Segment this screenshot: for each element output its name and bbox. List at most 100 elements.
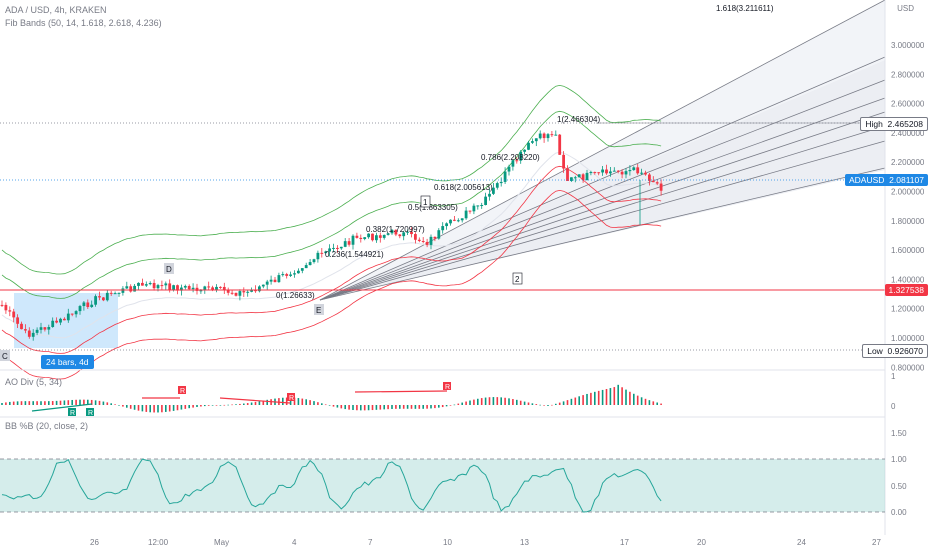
ao-axis[interactable]: 10 — [891, 372, 896, 411]
candle-body — [172, 285, 175, 291]
ao-bar — [387, 405, 389, 410]
ao-bar — [492, 397, 495, 405]
candle-body — [74, 311, 78, 315]
ao-bar — [465, 401, 467, 405]
candle-body — [402, 232, 406, 237]
candle-body — [351, 235, 355, 245]
ao-bar — [305, 399, 307, 405]
time-axis[interactable]: 26 12:00 May 4 7 10 13 17 20 24 27 — [90, 538, 881, 547]
bb-pane-label[interactable]: BB %B (20, close, 2) — [5, 421, 89, 431]
wave-label-1: 1 — [423, 198, 428, 207]
ao-bar — [582, 395, 584, 405]
candle-body — [437, 230, 441, 239]
candle-body — [601, 169, 604, 173]
symbol-title[interactable]: ADA / USD, 4h, KRAKEN — [5, 5, 107, 15]
chart-legend: ADA / USD, 4h, KRAKEN Fib Bands (50, 14,… — [5, 4, 162, 30]
candle-body — [343, 241, 347, 247]
ao-bar — [590, 392, 592, 405]
measure-box[interactable] — [14, 293, 118, 348]
ao-tick: 0 — [891, 402, 896, 411]
price-tick: 1.400000 — [891, 275, 925, 284]
ao-bar — [636, 395, 639, 405]
ao-pane-label[interactable]: AO Div (5, 34) — [5, 377, 63, 387]
ao-bar — [535, 404, 538, 405]
ao-bar — [51, 401, 54, 405]
ao-bar — [332, 405, 335, 407]
ao-bar — [660, 403, 662, 405]
candle-body — [464, 210, 468, 219]
candle-body — [90, 304, 94, 308]
ao-bar — [176, 405, 179, 411]
candle-body — [27, 330, 31, 337]
ao-bar — [488, 397, 491, 405]
ada-price-tag: ADAUSD 2.081107 — [845, 174, 928, 186]
candle-body — [445, 223, 448, 227]
candle-body — [581, 174, 585, 181]
candle-body — [371, 233, 374, 241]
candle-body — [222, 286, 226, 291]
candle-body — [624, 171, 628, 175]
candle-body — [246, 291, 250, 293]
price-tick: 1.800000 — [891, 217, 925, 226]
wave-label-2: 2 — [515, 275, 520, 284]
candle-body — [421, 240, 425, 242]
bb-percent-line — [1, 458, 662, 513]
wave-e-box — [314, 304, 324, 315]
candle-body — [125, 286, 129, 289]
price-tick: 2.000000 — [891, 188, 925, 197]
indicator-title[interactable]: Fib Bands (50, 14, 1.618, 2.618, 4.236) — [5, 18, 162, 28]
ao-bar — [317, 402, 319, 405]
candle-body — [180, 287, 183, 291]
ao-bar — [289, 397, 292, 405]
red-line-tag: 1.327538 — [884, 284, 928, 296]
candle-body — [410, 231, 413, 235]
ao-bar — [48, 401, 50, 405]
ao-bar — [215, 405, 218, 406]
ao-bar — [250, 402, 253, 405]
candle-body — [238, 291, 242, 296]
candle-body — [355, 235, 359, 238]
candle-body — [219, 286, 222, 288]
ao-bar — [63, 400, 66, 405]
ao-bar — [141, 405, 144, 412]
ao-bar — [473, 399, 475, 405]
ao-bar — [110, 403, 112, 405]
ao-bar — [457, 403, 460, 405]
price-axis[interactable]: 3.000000 2.800000 2.600000 2.400000 2.200000… — [891, 41, 925, 372]
candle-body — [386, 233, 390, 235]
candle-body — [4, 304, 8, 311]
candle-body — [164, 283, 168, 286]
ao-bar — [239, 403, 241, 405]
candle-body — [117, 292, 121, 294]
candle-body — [39, 327, 43, 330]
candle-body — [113, 293, 117, 295]
candle-body — [43, 327, 47, 330]
band-upper-inner — [1, 110, 662, 299]
ao-bar — [613, 387, 616, 405]
ao-bar — [356, 405, 358, 411]
bb-axis[interactable]: 1.50 1.00 0.50 0.00 — [891, 429, 907, 517]
ao-bar — [235, 404, 237, 405]
ao-bar — [383, 405, 385, 410]
fib-fan-lines[interactable] — [319, 0, 886, 301]
ao-bar — [504, 397, 506, 405]
candle-body — [211, 287, 214, 290]
candle-body — [433, 236, 437, 239]
candle-body — [390, 229, 394, 234]
high-tag: High 2.465208 — [860, 117, 928, 131]
ao-bar — [219, 405, 222, 406]
ao-bar — [207, 405, 210, 406]
ao-bar — [254, 401, 257, 405]
candle-body — [577, 174, 581, 178]
candle-body — [304, 265, 308, 269]
price-tick: 1.600000 — [891, 246, 925, 255]
ao-bar — [508, 398, 510, 405]
ao-bar — [594, 391, 596, 405]
ao-bar — [114, 404, 116, 405]
candle-body — [460, 218, 464, 221]
fib-label-0618: 0.618(2.005613) — [434, 183, 493, 192]
ao-bar — [20, 401, 23, 405]
ao-bar — [480, 398, 483, 405]
candle-body — [137, 282, 140, 286]
